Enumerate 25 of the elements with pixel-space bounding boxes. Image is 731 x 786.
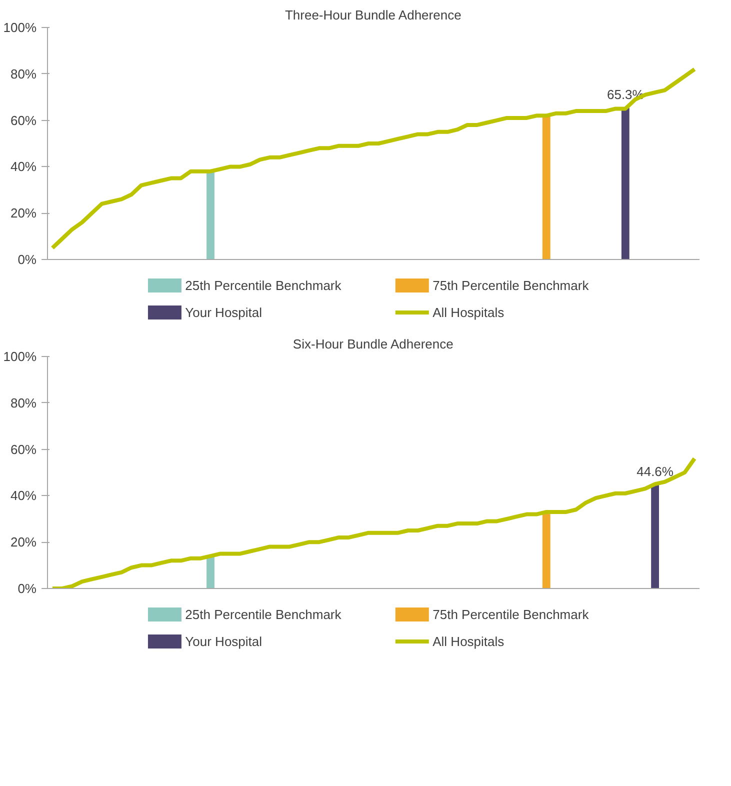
legend-label: 25th Percentile Benchmark: [185, 278, 342, 293]
legend-label: All Hospitals: [432, 634, 505, 649]
legend-label: 75th Percentile Benchmark: [432, 278, 590, 293]
y-tick-label: 40%: [10, 159, 37, 174]
line-series: [50, 456, 697, 588]
legend-label: Your Hospital: [185, 305, 262, 320]
legend-label: Your Hospital: [185, 634, 262, 649]
line-series: [50, 67, 697, 250]
y-tick-label: 40%: [10, 488, 37, 504]
y-tick-label: 60%: [10, 112, 37, 128]
legend-label: 75th Percentile Benchmark: [432, 607, 590, 622]
chart-title: Three-Hour Bundle Adherence: [284, 8, 462, 22]
legend-label: 25th Percentile Benchmark: [185, 607, 342, 622]
data-label: 44.6%: [636, 464, 674, 480]
legend-label: All Hospitals: [432, 305, 505, 320]
y-tick-label: 20%: [10, 534, 37, 550]
y-tick-label: 80%: [10, 395, 37, 410]
y-tick-label: 100%: [3, 20, 37, 35]
y-tick-label: 0%: [18, 252, 37, 267]
y-tick-label: 60%: [10, 442, 37, 457]
chart-title: Six-Hour Bundle Adherence: [292, 336, 454, 352]
y-tick-label: 80%: [10, 66, 37, 82]
y-tick-label: 100%: [3, 349, 37, 364]
y-tick-label: 0%: [18, 581, 37, 596]
y-tick-label: 20%: [10, 206, 37, 221]
